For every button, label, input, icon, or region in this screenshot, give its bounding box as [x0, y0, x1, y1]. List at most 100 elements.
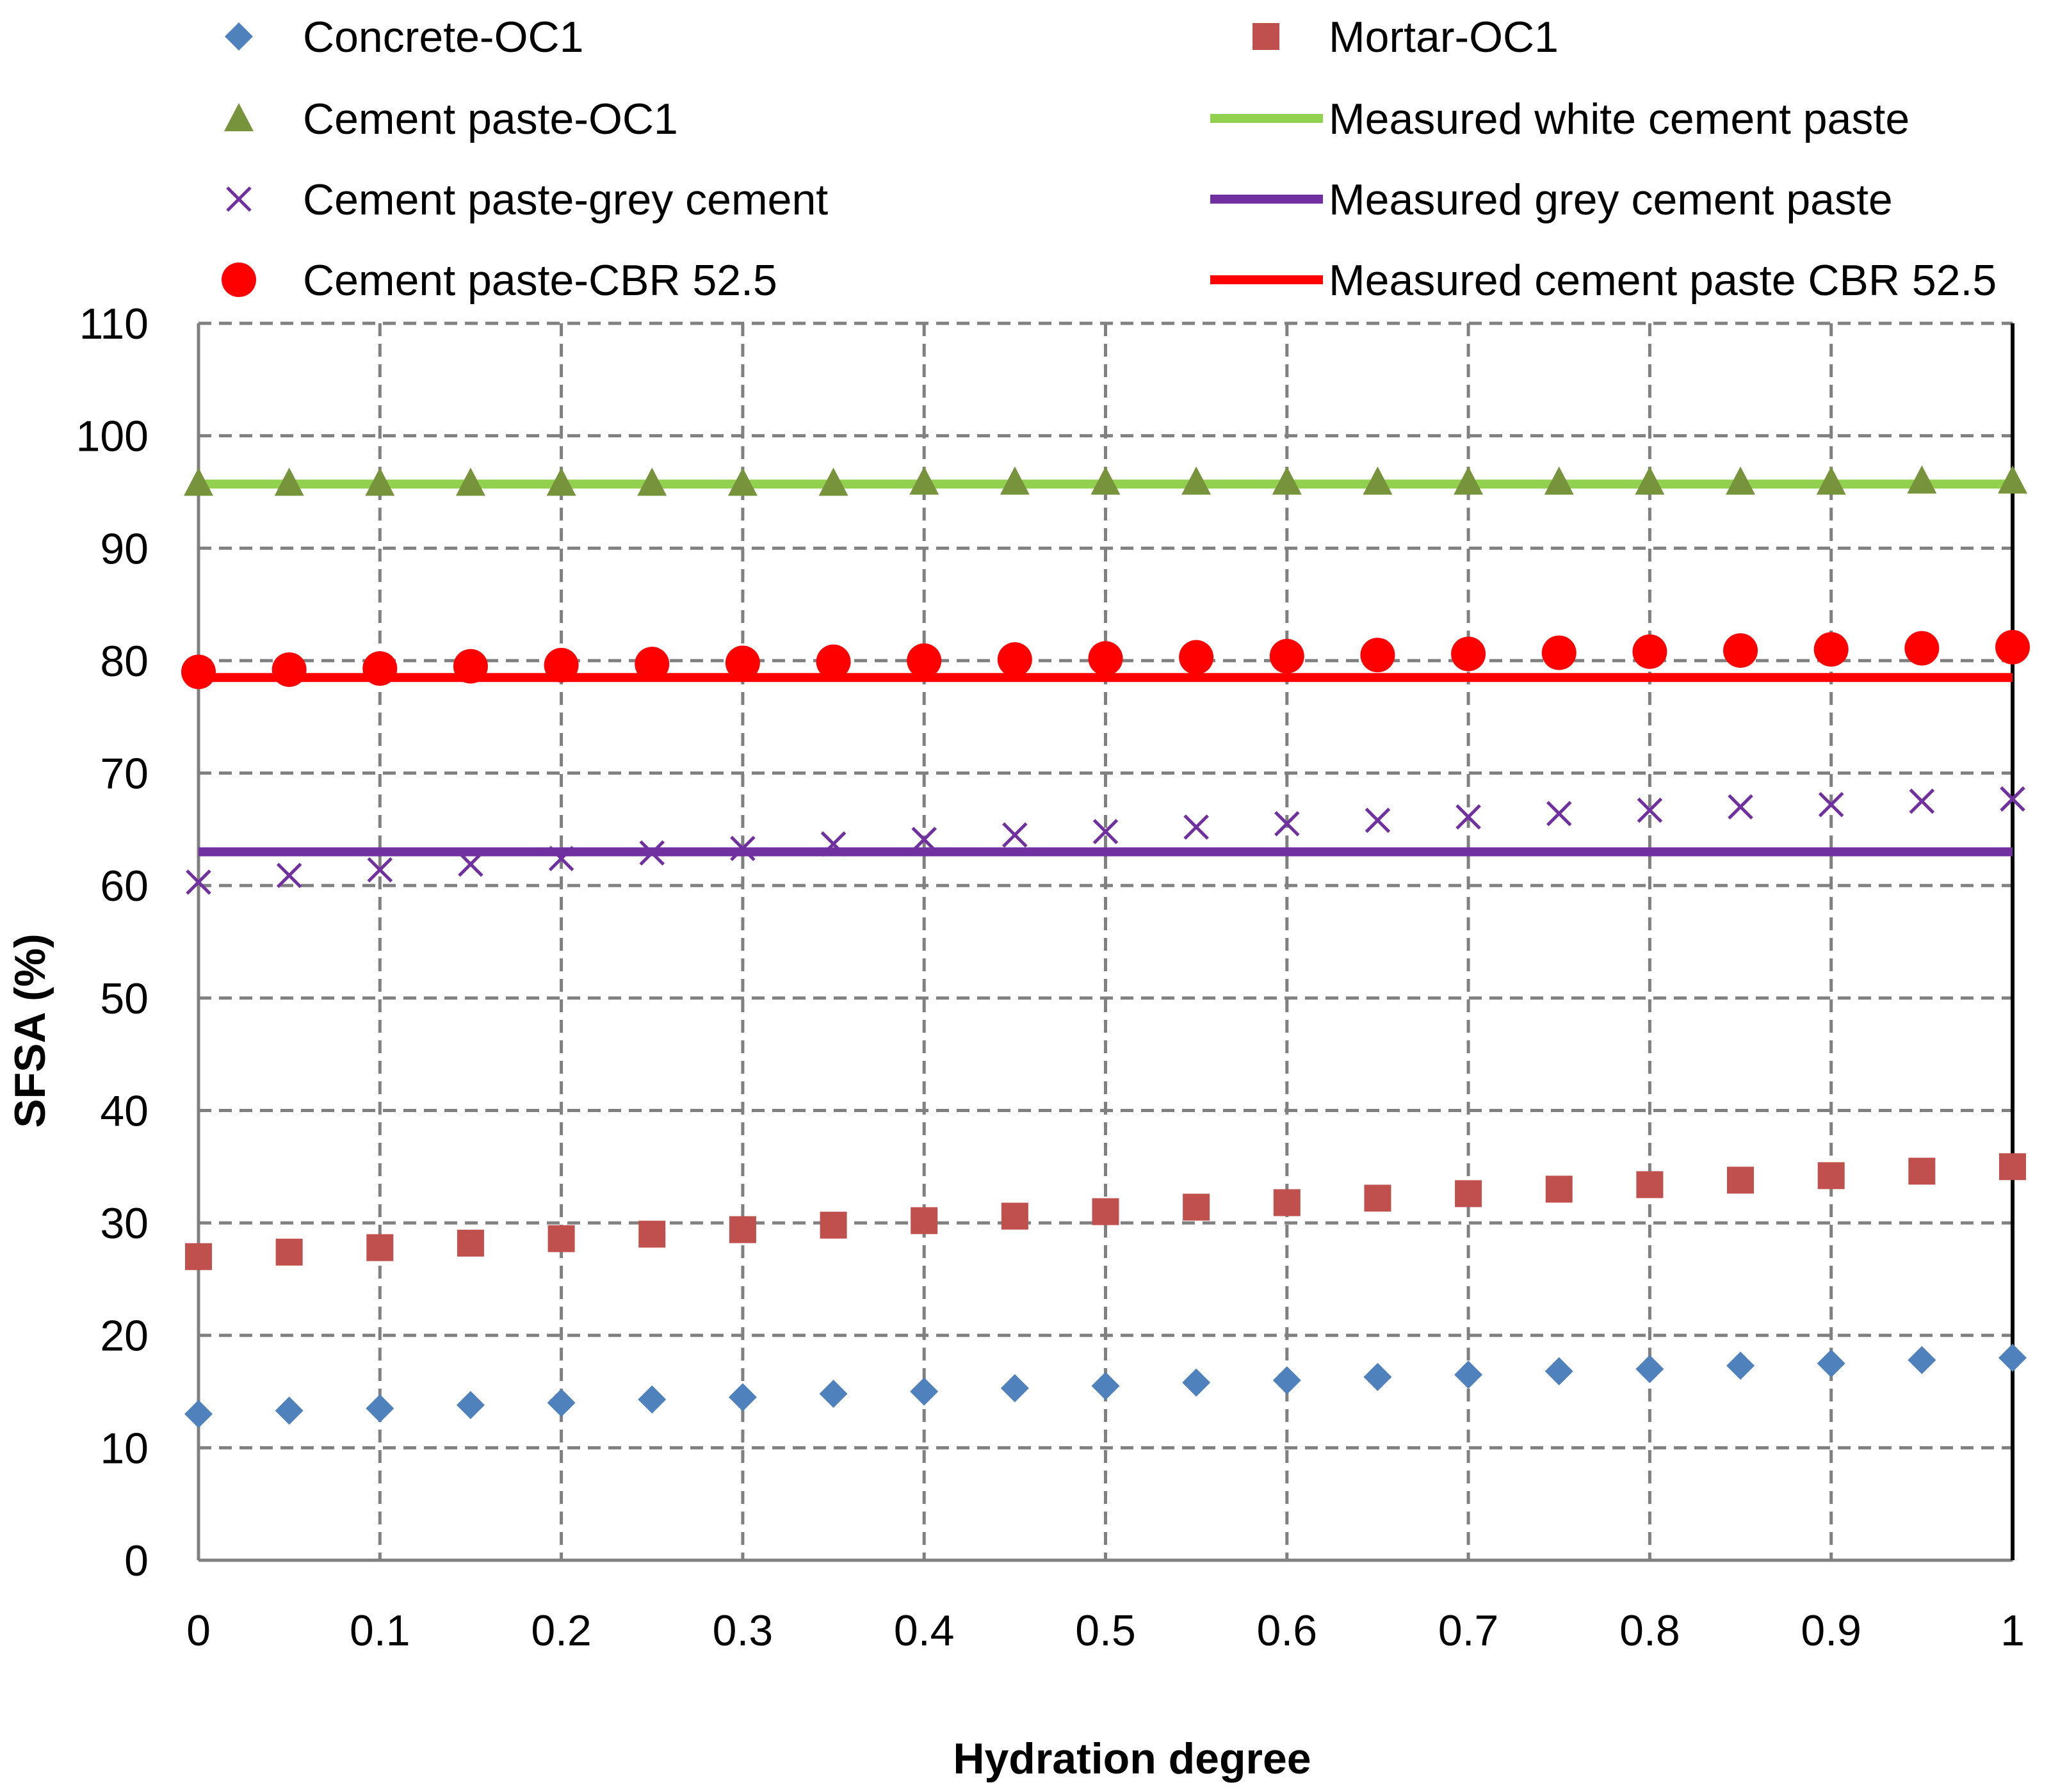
data-point-cement-paste-grey-cement: [367, 857, 393, 883]
data-point-cement-paste-oc1: [1726, 466, 1756, 495]
x-tick-label-0.2: 0.2: [531, 1606, 592, 1655]
x-tick-label-0.9: 0.9: [1801, 1606, 1861, 1655]
data-point-cement-paste-grey-cement: [1728, 794, 1753, 820]
data-point-cement-paste-grey-cement: [548, 846, 574, 871]
data-point-cement-paste-cbr-52-5: [453, 649, 488, 684]
data-point-cement-paste-grey-cement: [820, 831, 847, 857]
data-point-mortar-oc1: [1817, 1162, 1845, 1190]
data-point-cement-paste-grey-cement: [1092, 819, 1119, 844]
data-point-cement-paste-cbr-52-5: [1360, 638, 1395, 673]
data-point-cement-paste-oc1: [1816, 466, 1846, 495]
legend-item-cement-paste-cbr-52-5: Cement paste-CBR 52.5: [222, 256, 777, 305]
data-point-cement-paste-grey-cement: [1274, 811, 1300, 837]
data-point-concrete-oc1: [1544, 1357, 1573, 1385]
data-point-cement-paste-grey-cement: [276, 862, 302, 889]
data-point-cement-paste-oc1: [455, 467, 485, 496]
data-point-cement-paste-grey-cement: [1818, 791, 1844, 818]
data-point-cement-paste-grey-cement: [1637, 797, 1663, 823]
data-point-concrete-oc1: [1454, 1360, 1483, 1389]
series-cement-paste-cbr-52-5: [181, 629, 2030, 690]
legend-label-concrete-oc1: Concrete-OC1: [303, 13, 583, 61]
data-point-cement-paste-grey-cement: [730, 835, 756, 861]
data-point-mortar-oc1: [1183, 1193, 1210, 1221]
data-point-cement-paste-oc1: [1998, 465, 2027, 494]
data-point-concrete-oc1: [1182, 1368, 1211, 1397]
data-point-cement-paste-cbr-52-5: [1723, 633, 1758, 668]
data-point-cement-paste-cbr-52-5: [635, 647, 670, 682]
data-point-concrete-oc1: [1091, 1371, 1120, 1400]
x-tick-label-0.3: 0.3: [713, 1606, 774, 1655]
series-cement-paste-grey-cement: [186, 786, 2025, 895]
y-tick-label-20: 20: [100, 1312, 149, 1360]
legend-label-cement-paste-grey-cement: Cement paste-grey cement: [303, 175, 828, 224]
axis-labels: Hydration degree SFSA (%): [6, 933, 1311, 1783]
y-tick-label-70: 70: [100, 750, 149, 798]
legend-item-measured-white-cement-paste: Measured white cement paste: [1210, 95, 1909, 143]
data-point-mortar-oc1: [1636, 1171, 1664, 1199]
data-point-concrete-oc1: [638, 1385, 667, 1414]
data-point-mortar-oc1: [1001, 1202, 1028, 1230]
legend-item-cement-paste-grey-cement: Cement paste-grey cement: [226, 175, 828, 224]
series-cement-paste-oc1: [184, 465, 2027, 496]
x-tick-label-0.6: 0.6: [1257, 1606, 1318, 1655]
data-point-cement-paste-grey-cement: [639, 840, 665, 866]
data-point-cement-paste-oc1: [818, 467, 848, 496]
data-point-concrete-oc1: [728, 1383, 757, 1412]
data-point-mortar-oc1: [911, 1207, 938, 1234]
y-tick-label-100: 100: [76, 412, 149, 461]
data-point-cement-paste-cbr-52-5: [1088, 641, 1123, 676]
data-point-cement-paste-grey-cement: [1546, 801, 1572, 827]
data-point-mortar-oc1: [638, 1220, 666, 1248]
data-point-mortar-oc1: [1092, 1198, 1119, 1225]
data-point-cement-paste-cbr-52-5: [1904, 631, 1940, 666]
data-point-cement-paste-oc1: [1635, 466, 1665, 495]
data-point-concrete-oc1: [1817, 1349, 1845, 1378]
data-point-concrete-oc1: [547, 1389, 576, 1417]
data-point-mortar-oc1: [729, 1216, 756, 1243]
x-tick-label-1: 1: [2000, 1606, 2025, 1655]
data-point-concrete-oc1: [1000, 1374, 1029, 1403]
legend-label-measured-white-cement-paste: Measured white cement paste: [1329, 95, 1909, 143]
data-point-cement-paste-cbr-52-5: [362, 651, 398, 686]
data-point-cement-paste-oc1: [1907, 465, 1937, 494]
data-point-concrete-oc1: [910, 1377, 939, 1406]
legend-symbol-cement-paste-cbr-52-5: [222, 262, 256, 297]
legend-symbol-mortar-oc1: [1252, 23, 1279, 50]
data-point-concrete-oc1: [366, 1394, 394, 1423]
y-axis-title: SFSA (%): [6, 933, 54, 1127]
data-point-cement-paste-cbr-52-5: [544, 647, 579, 682]
data-point-mortar-oc1: [366, 1234, 394, 1261]
data-point-mortar-oc1: [820, 1211, 847, 1239]
data-point-cement-paste-oc1: [365, 467, 395, 496]
data-point-mortar-oc1: [275, 1238, 303, 1266]
data-point-concrete-oc1: [456, 1391, 485, 1419]
data-point-cement-paste-oc1: [546, 467, 576, 496]
y-tick-label-0: 0: [124, 1537, 149, 1585]
data-point-concrete-oc1: [1726, 1352, 1755, 1380]
y-tick-label-60: 60: [100, 862, 149, 910]
data-point-concrete-oc1: [1272, 1366, 1301, 1394]
data-point-concrete-oc1: [275, 1396, 304, 1425]
y-tick-label-90: 90: [100, 524, 149, 573]
legend-label-cement-paste-cbr-52-5: Cement paste-CBR 52.5: [303, 256, 777, 305]
series-mortar-oc1: [185, 1153, 2026, 1270]
data-point-cement-paste-grey-cement: [2000, 786, 2025, 812]
y-tick-label-50: 50: [100, 974, 149, 1023]
legend-symbol-cement-paste-oc1: [224, 103, 254, 131]
axes: 0 0.1 0.2 0.3 0.4 0.5 0.6 0.7 0.8 0.9 101020304050…: [76, 300, 2025, 1655]
data-point-cement-paste-oc1: [1544, 466, 1574, 495]
data-point-cement-paste-oc1: [637, 467, 667, 496]
data-point-cement-paste-oc1: [1000, 466, 1030, 495]
data-point-cement-paste-grey-cement: [911, 827, 937, 852]
data-point-concrete-oc1: [1908, 1346, 1936, 1375]
data-point-cement-paste-grey-cement: [1002, 822, 1028, 848]
data-point-cement-paste-cbr-52-5: [1813, 632, 1849, 667]
legend-item-measured-cement-paste-cbr-52-5: Measured cement paste CBR 52.5: [1210, 256, 1997, 305]
x-tick-label-0.7: 0.7: [1438, 1606, 1499, 1655]
data-point-mortar-oc1: [185, 1243, 212, 1270]
data-point-cement-paste-cbr-52-5: [997, 642, 1032, 677]
data-point-cement-paste-grey-cement: [1183, 814, 1209, 840]
data-point-mortar-oc1: [1727, 1166, 1755, 1194]
legend-item-measured-grey-cement-paste: Measured grey cement paste: [1210, 175, 1893, 224]
